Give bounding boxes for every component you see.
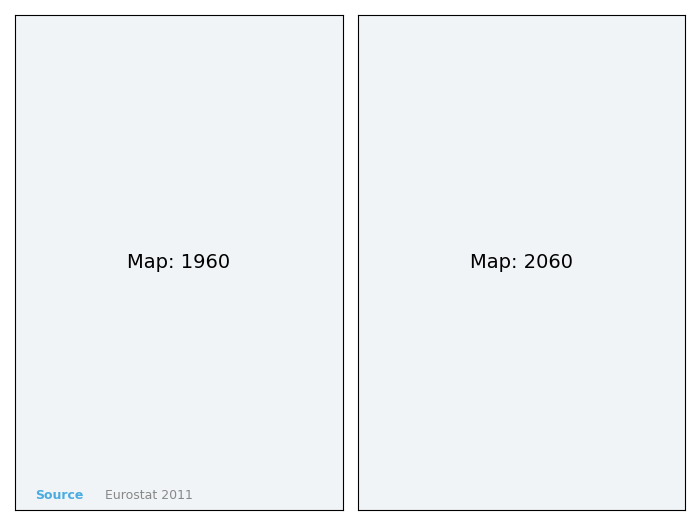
Text: Eurostat 2011: Eurostat 2011 <box>105 489 193 502</box>
Text: Map: 1960: Map: 1960 <box>127 253 230 272</box>
Text: Source: Source <box>35 489 83 502</box>
Text: Map: 2060: Map: 2060 <box>470 253 573 272</box>
